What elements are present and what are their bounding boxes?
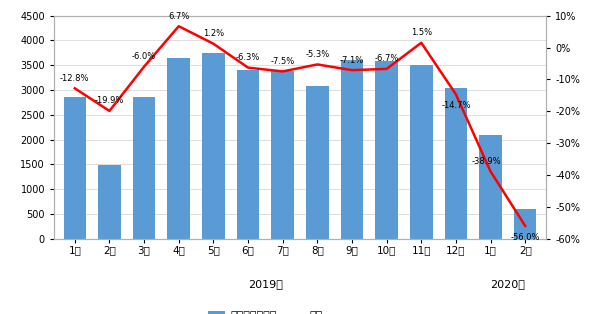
同比 (210, 42, 217, 46)
同比 (521, 224, 529, 228)
Text: 2019年: 2019年 (248, 279, 283, 289)
同比 (487, 170, 494, 173)
Text: -12.8%: -12.8% (60, 74, 89, 83)
同比 (71, 86, 79, 90)
Bar (64, 97, 86, 239)
Bar (514, 209, 536, 239)
Text: 2020年: 2020年 (490, 279, 526, 289)
同比 (314, 62, 321, 66)
同比 (175, 24, 182, 28)
同比 (349, 68, 356, 72)
Line: 同比: 同比 (75, 26, 525, 226)
Bar (167, 58, 190, 239)
Bar (237, 70, 259, 239)
Text: -6.0%: -6.0% (132, 52, 156, 61)
Legend: 出货量（万部）, 同比: 出货量（万部）, 同比 (203, 306, 328, 314)
Text: -6.3%: -6.3% (236, 53, 260, 62)
Bar (133, 97, 155, 239)
Text: -5.3%: -5.3% (305, 50, 329, 59)
Bar (410, 65, 433, 239)
Text: 1.5%: 1.5% (411, 28, 432, 37)
Bar (376, 61, 398, 239)
Text: -7.5%: -7.5% (271, 57, 295, 66)
同比 (279, 70, 286, 73)
Text: 1.2%: 1.2% (203, 29, 224, 38)
Bar (98, 165, 121, 239)
Text: -56.0%: -56.0% (511, 233, 540, 242)
Bar (341, 60, 363, 239)
Text: -19.9%: -19.9% (95, 96, 124, 106)
Bar (306, 86, 329, 239)
同比 (244, 66, 251, 69)
同比 (140, 65, 148, 68)
Bar (202, 53, 224, 239)
Text: -7.1%: -7.1% (340, 56, 364, 65)
同比 (383, 67, 390, 71)
Bar (271, 71, 294, 239)
同比 (106, 109, 113, 113)
同比 (418, 41, 425, 45)
Text: -6.7%: -6.7% (374, 54, 399, 63)
Text: -38.9%: -38.9% (472, 157, 501, 166)
Text: 6.7%: 6.7% (168, 12, 190, 21)
Text: -14.7%: -14.7% (441, 101, 470, 110)
Bar (479, 135, 502, 239)
Bar (445, 88, 467, 239)
同比 (452, 93, 460, 96)
